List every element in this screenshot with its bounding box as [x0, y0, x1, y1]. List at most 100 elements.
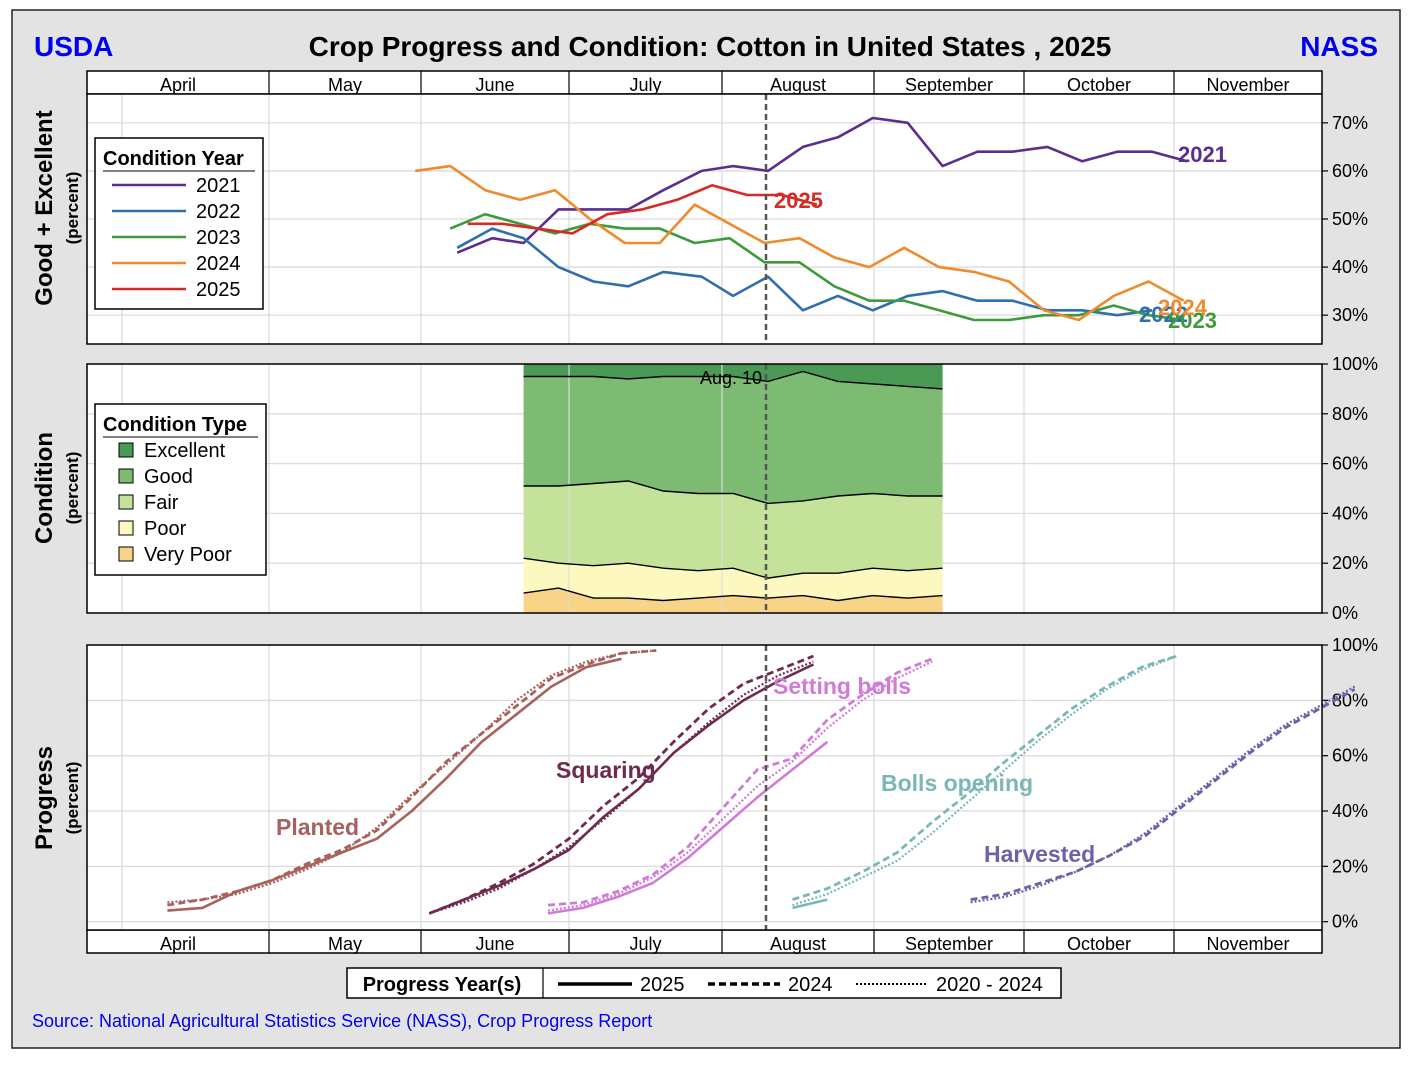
stage-label-squaring: Squaring	[556, 757, 656, 783]
ytick-label: 70%	[1332, 113, 1368, 133]
area-poor	[523, 558, 943, 601]
series-line-2024	[415, 164, 1185, 322]
month-top-april: April	[160, 75, 196, 95]
chart-title: Crop Progress and Condition: Cotton in U…	[309, 31, 1112, 62]
usda-logo: USDA	[34, 31, 113, 62]
month-bottom-november: November	[1206, 934, 1289, 954]
area-fair	[523, 481, 943, 579]
legend-swatch-excellent	[118, 442, 134, 458]
end-label-2024: 2024	[1158, 295, 1208, 320]
panel-border	[86, 363, 1323, 614]
month-top-august: August	[770, 75, 826, 95]
condition-type-legend: Condition Type Excellent Good Fair Poor Very …	[94, 403, 267, 576]
stage-label-planted: Planted	[276, 814, 359, 840]
progress-bolls-opening-avg	[792, 655, 1178, 907]
progress-setting-bolls-y2024	[547, 657, 933, 907]
progress-squaring-y2024	[428, 654, 814, 915]
end-label-2023: 2023	[1168, 308, 1217, 333]
ytick-label: 0%	[1332, 912, 1358, 932]
condition-year-legend: Condition Year 2021 2022 2023 2024 2025	[94, 137, 264, 310]
month-top-september: September	[905, 75, 993, 95]
panel-border	[86, 93, 1323, 345]
month-bottom-april: April	[160, 934, 196, 954]
current-week-label: Aug. 10	[700, 368, 762, 388]
progress-planted-y2025	[167, 657, 622, 912]
ge-ylabel-sub: (percent)	[63, 172, 82, 245]
month-bottom-october: October	[1067, 934, 1131, 954]
ytick-label: 0%	[1332, 603, 1358, 623]
ytick-label: 40%	[1332, 801, 1368, 821]
month-strip-bottom: April May June July August September October No…	[86, 929, 1323, 954]
area-boundary-0	[523, 587, 943, 602]
legend-label-2021: 2021	[196, 175, 241, 197]
prog-ylabel-sub: (percent)	[63, 762, 82, 835]
stage-label-setting-bolls: Setting bolls	[773, 673, 911, 699]
legend-label-2022: 2022	[196, 201, 241, 223]
month-bottom-july: July	[629, 934, 661, 954]
month-strip-top: April May June July August September October No…	[86, 70, 1323, 95]
cond-ylabel-sub: (percent)	[63, 452, 82, 525]
legend-label-excellent: Excellent	[144, 440, 226, 462]
ytick-label: 80%	[1332, 404, 1368, 424]
stage-label-harvested: Harvested	[984, 841, 1095, 867]
ytick-label: 100%	[1332, 635, 1378, 655]
month-top-october: October	[1067, 75, 1131, 95]
condition-panel: 0% 20% 40% 60% 80% 100% Aug. 10 Condition Type E…	[86, 354, 1378, 623]
legend-label-2023: 2023	[196, 227, 241, 249]
ytick-label: 20%	[1332, 856, 1368, 876]
nass-logo: NASS	[1300, 31, 1378, 62]
progress-harvested-avg	[970, 685, 1356, 904]
legend-label-2024: 2024	[788, 974, 833, 996]
legend-label-good: Good	[144, 466, 193, 488]
ytick-label: 100%	[1332, 354, 1378, 374]
legend-label-avg: 2020 - 2024	[936, 974, 1043, 996]
legend-label-very-poor: Very Poor	[144, 544, 232, 566]
ytick-label: 40%	[1332, 503, 1368, 523]
ge-ylabel: Good + Excellent	[31, 110, 58, 305]
progress-panel: 0%20%40%60%80%100%PlantedSquaringSetting…	[86, 635, 1378, 932]
panel-border	[86, 644, 1323, 931]
good-excellent-panel: 30%40%50%60%70%20212022202320242025Condi…	[86, 93, 1368, 345]
legend-swatch-fair	[118, 494, 134, 510]
progress-legend-box	[346, 967, 1062, 999]
ytick-label: 50%	[1332, 209, 1368, 229]
progress-harvested-y2024	[970, 688, 1356, 901]
month-bottom-box	[86, 929, 1323, 954]
month-top-may: May	[328, 75, 362, 95]
ytick-label: 40%	[1332, 257, 1368, 277]
month-top-november: November	[1206, 75, 1289, 95]
prog-ylabel: Progress	[31, 746, 58, 850]
area-boundary-3	[523, 370, 943, 390]
progress-bolls-opening-y2025	[792, 898, 828, 910]
legend-label-2025: 2025	[196, 279, 241, 301]
legend-title: Condition Type	[103, 414, 247, 436]
legend-label-poor: Poor	[144, 518, 187, 540]
panel-bg	[87, 645, 1322, 930]
area-boundary-2	[523, 480, 943, 505]
progress-squaring-y2025	[428, 663, 814, 915]
cond-ylabel: Condition	[31, 432, 58, 544]
legend-swatch-very-poor	[118, 546, 134, 562]
legend-label-fair: Fair	[144, 492, 179, 514]
end-label-2022: 2022	[1139, 302, 1188, 327]
series-line-2021	[456, 116, 1188, 254]
end-label-2025: 2025	[774, 188, 823, 213]
month-bottom-june: June	[475, 934, 514, 954]
area-boundary-1	[523, 557, 943, 579]
stacked-areas	[523, 364, 943, 613]
legend-title: Condition Year	[103, 148, 244, 170]
month-bottom-august: August	[770, 934, 826, 954]
progress-year-legend: Progress Year(s) 2025 2024 2020 - 2024	[346, 967, 1062, 999]
progress-setting-bolls-y2025	[547, 740, 829, 915]
legend-label-2025: 2025	[640, 974, 685, 996]
progress-legend-title: Progress Year(s)	[363, 974, 522, 996]
progress-bolls-opening-y2024	[792, 654, 1178, 901]
series-line-2022	[456, 227, 1153, 317]
end-label-2021: 2021	[1178, 142, 1227, 167]
series-line-2025	[467, 184, 818, 235]
legend-label-2024: 2024	[196, 253, 241, 275]
source-note: Source: National Agricultural Statistics…	[32, 1011, 652, 1031]
legend-box	[94, 137, 264, 310]
